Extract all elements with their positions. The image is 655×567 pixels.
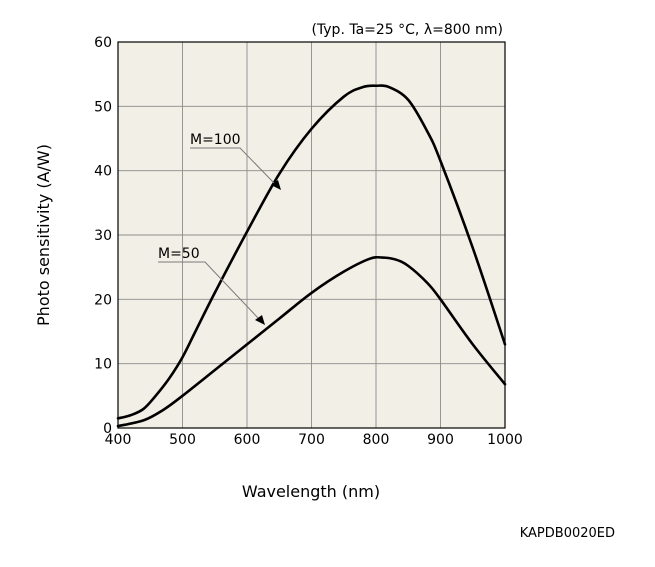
x-axis-title: Wavelength (nm) — [242, 482, 380, 501]
series-annotations: M=100 M=50 — [158, 132, 281, 325]
series-line-m100 — [116, 84, 507, 420]
figure-code: KAPDB0020ED — [519, 526, 615, 541]
series-label-m50: M=50 — [158, 246, 200, 262]
y-tick-label: 60 — [94, 35, 112, 51]
x-tick-label: 900 — [427, 432, 454, 448]
x-tick-label: 700 — [298, 432, 325, 448]
y-tick-label: 20 — [94, 292, 112, 308]
y-tick-label: 50 — [94, 99, 112, 115]
y-tick-label: 10 — [94, 357, 112, 373]
x-tick-labels: 400 500 600 700 800 900 1000 — [105, 432, 523, 448]
x-tick-label: 600 — [234, 432, 261, 448]
y-tick-label: 30 — [94, 228, 112, 244]
m100-leader-line — [190, 147, 277, 186]
x-tick-label: 400 — [105, 432, 132, 448]
m100-arrow-icon — [271, 180, 281, 190]
x-tick-label: 1000 — [487, 432, 523, 448]
measurement-condition: (Typ. Ta=25 °C, λ=800 nm) — [311, 22, 503, 38]
y-tick-label: 0 — [103, 421, 112, 437]
m50-leader-line — [158, 261, 260, 320]
x-tick-label: 800 — [363, 432, 390, 448]
series-label-m100: M=100 — [190, 132, 241, 148]
y-tick-labels: 0 10 20 30 40 50 60 — [94, 35, 112, 437]
plot-frame — [117, 41, 506, 429]
series-line-m50 — [116, 255, 507, 428]
series-lines — [116, 84, 507, 428]
m50-arrow-icon — [255, 315, 265, 325]
y-tick-label: 40 — [94, 164, 112, 180]
x-tick-label: 500 — [169, 432, 196, 448]
y-axis-title: Photo sensitivity (A/W) — [34, 144, 53, 326]
